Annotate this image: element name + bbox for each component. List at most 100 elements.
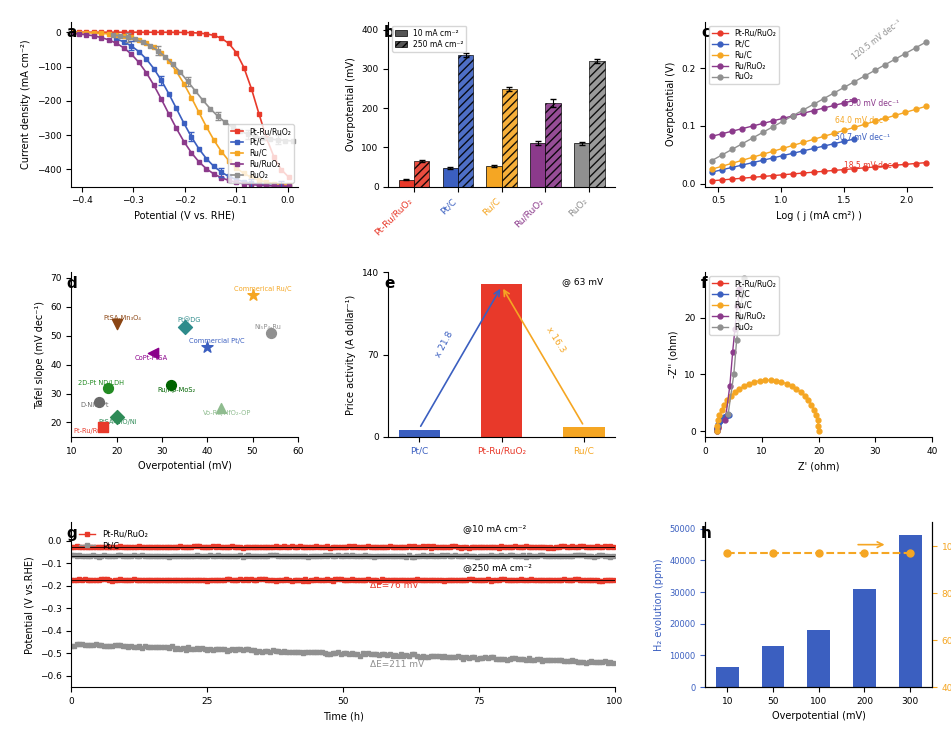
Pt/C	[98, 551, 109, 560]
Point	[213, 402, 228, 414]
Text: 2D-Pt ND/LDH: 2D-Pt ND/LDH	[78, 380, 125, 386]
Text: 55.0 mV dec⁻¹: 55.0 mV dec⁻¹	[844, 99, 899, 107]
Bar	[442, 168, 457, 186]
Text: 18.5 mV dec⁻¹: 18.5 mV dec⁻¹	[844, 161, 899, 170]
Text: d: d	[67, 276, 78, 290]
Text: 120.5 mV dec⁻¹: 120.5 mV dec⁻¹	[850, 18, 902, 61]
Legend: 10 mA cm⁻², 250 mA cm⁻²: 10 mA cm⁻², 250 mA cm⁻²	[392, 26, 466, 52]
Text: Commerical Ru/C: Commerical Ru/C	[234, 286, 292, 292]
Legend: Pt-Ru/RuO₂, Pt/C, Ru/C, Ru/RuO₂, RuO₂: Pt-Ru/RuO₂, Pt/C, Ru/C, Ru/RuO₂, RuO₂	[709, 276, 779, 335]
Bar	[398, 180, 414, 186]
X-axis label: Overpotential (mV): Overpotential (mV)	[138, 461, 231, 471]
Y-axis label: Overpotential (V): Overpotential (V)	[666, 62, 676, 146]
Point	[95, 421, 110, 433]
Point	[164, 379, 179, 390]
Pt/C	[213, 550, 224, 559]
Point	[146, 347, 161, 359]
Y-axis label: Potential (V vs.RHE): Potential (V vs.RHE)	[24, 556, 34, 654]
Bar	[563, 428, 605, 437]
Bar	[762, 646, 785, 687]
Bar	[481, 284, 522, 437]
Text: Commercial Pt/C: Commercial Pt/C	[189, 338, 244, 344]
Text: ΔE=211 mV: ΔE=211 mV	[370, 660, 424, 669]
Legend: Pt-Ru/RuO₂, Pt/C, Ru/C, Ru/RuO₂, RuO₂: Pt-Ru/RuO₂, Pt/C, Ru/C, Ru/RuO₂, RuO₂	[709, 26, 779, 85]
Pt-Ru/RuO₂	[87, 542, 99, 551]
Pt-Ru/RuO₂	[409, 542, 420, 550]
Point	[109, 319, 125, 330]
Text: g: g	[66, 526, 77, 541]
Text: b: b	[384, 26, 395, 40]
Pt-Ru/RuO₂	[608, 543, 619, 552]
Text: @10 mA cm⁻²: @10 mA cm⁻²	[463, 525, 526, 534]
Text: Pt-Ru/RuO₂: Pt-Ru/RuO₂	[73, 428, 109, 433]
Bar	[502, 89, 517, 186]
Legend: Pt-Ru/RuO₂, Pt/C: Pt-Ru/RuO₂, Pt/C	[75, 526, 151, 553]
Y-axis label: Tafel slope (mV dec⁻¹): Tafel slope (mV dec⁻¹)	[34, 300, 45, 409]
Text: Pt@DG: Pt@DG	[178, 317, 202, 324]
Text: ΔE=76 mV: ΔE=76 mV	[370, 581, 418, 590]
Point	[100, 382, 115, 393]
Text: c: c	[701, 26, 710, 40]
Pt/C	[115, 550, 126, 559]
X-axis label: Z' (ohm): Z' (ohm)	[798, 461, 840, 471]
Bar	[853, 589, 876, 687]
Pt-Ru/RuO₂	[66, 542, 77, 551]
Pt/C	[169, 551, 181, 560]
Pt/C	[567, 552, 578, 561]
Y-axis label: Overpotential (mV): Overpotential (mV)	[346, 57, 356, 151]
Text: @ 63 mV: @ 63 mV	[562, 277, 604, 286]
Text: h: h	[701, 526, 712, 541]
Point	[263, 327, 279, 338]
Text: Vo-Ru/HfO₂-OP: Vo-Ru/HfO₂-OP	[203, 410, 251, 416]
Bar	[590, 61, 605, 186]
Text: Ru/np-MoS₂: Ru/np-MoS₂	[158, 387, 196, 393]
Text: x 21.8: x 21.8	[434, 330, 456, 359]
Bar	[546, 103, 561, 186]
Text: a: a	[67, 26, 77, 40]
Pt/C	[608, 551, 619, 560]
Pt/C	[66, 550, 77, 559]
Text: e: e	[384, 276, 395, 290]
Bar	[807, 630, 830, 687]
Pt-Ru/RuO₂	[98, 542, 109, 551]
X-axis label: Potential (V vs. RHE): Potential (V vs. RHE)	[134, 211, 235, 221]
Text: 64.0 mV dec⁻¹: 64.0 mV dec⁻¹	[835, 116, 890, 125]
Bar	[899, 535, 922, 687]
Text: f: f	[701, 276, 708, 290]
Line: Pt-Ru/RuO₂: Pt-Ru/RuO₂	[69, 544, 614, 550]
Pt/C	[87, 550, 99, 559]
Bar	[486, 166, 502, 186]
Bar	[716, 667, 739, 687]
Pt-Ru/RuO₂	[166, 542, 178, 551]
Y-axis label: H₂ evolution (ppm): H₂ evolution (ppm)	[654, 558, 664, 651]
X-axis label: Time (h): Time (h)	[322, 711, 363, 721]
Text: @250 mA cm⁻²: @250 mA cm⁻²	[463, 563, 532, 572]
Pt-Ru/RuO₂	[493, 543, 504, 552]
Pt-Ru/RuO₂	[210, 542, 222, 551]
Text: x 16.3: x 16.3	[545, 325, 567, 355]
Point	[177, 321, 192, 333]
Text: PtSA-Mn₃O₄: PtSA-Mn₃O₄	[103, 315, 141, 321]
Point	[200, 341, 215, 353]
X-axis label: Log ( j (mA cm²) ): Log ( j (mA cm²) )	[776, 211, 862, 221]
Text: PtSA-NiO/Ni: PtSA-NiO/Ni	[99, 419, 137, 425]
Point	[245, 289, 261, 301]
Pt/C	[520, 553, 532, 561]
Text: 50.7 mV dec⁻¹: 50.7 mV dec⁻¹	[835, 133, 890, 143]
Point	[109, 411, 125, 423]
Line: Pt/C: Pt/C	[69, 553, 614, 559]
Pt-Ru/RuO₂	[567, 542, 578, 550]
Y-axis label: -Z'' (ohm): -Z'' (ohm)	[669, 331, 679, 378]
Point	[91, 396, 107, 408]
Bar	[414, 161, 429, 186]
Legend: Pt-Ru/RuO₂, Pt/C, Ru/C, Ru/RuO₂, RuO₂: Pt-Ru/RuO₂, Pt/C, Ru/C, Ru/RuO₂, RuO₂	[228, 124, 294, 183]
Bar	[530, 143, 546, 186]
Bar	[398, 430, 440, 437]
Bar	[574, 143, 590, 186]
Bar	[457, 56, 474, 186]
Text: Ni₅P₄-Ru: Ni₅P₄-Ru	[255, 324, 281, 330]
X-axis label: Overpotential (mV): Overpotential (mV)	[772, 711, 865, 721]
Y-axis label: Price activity (A dollar⁻¹): Price activity (A dollar⁻¹)	[346, 295, 356, 414]
Text: D-NiO-Pt: D-NiO-Pt	[81, 401, 108, 407]
Y-axis label: Current density (mA cm⁻²): Current density (mA cm⁻²)	[21, 39, 31, 169]
